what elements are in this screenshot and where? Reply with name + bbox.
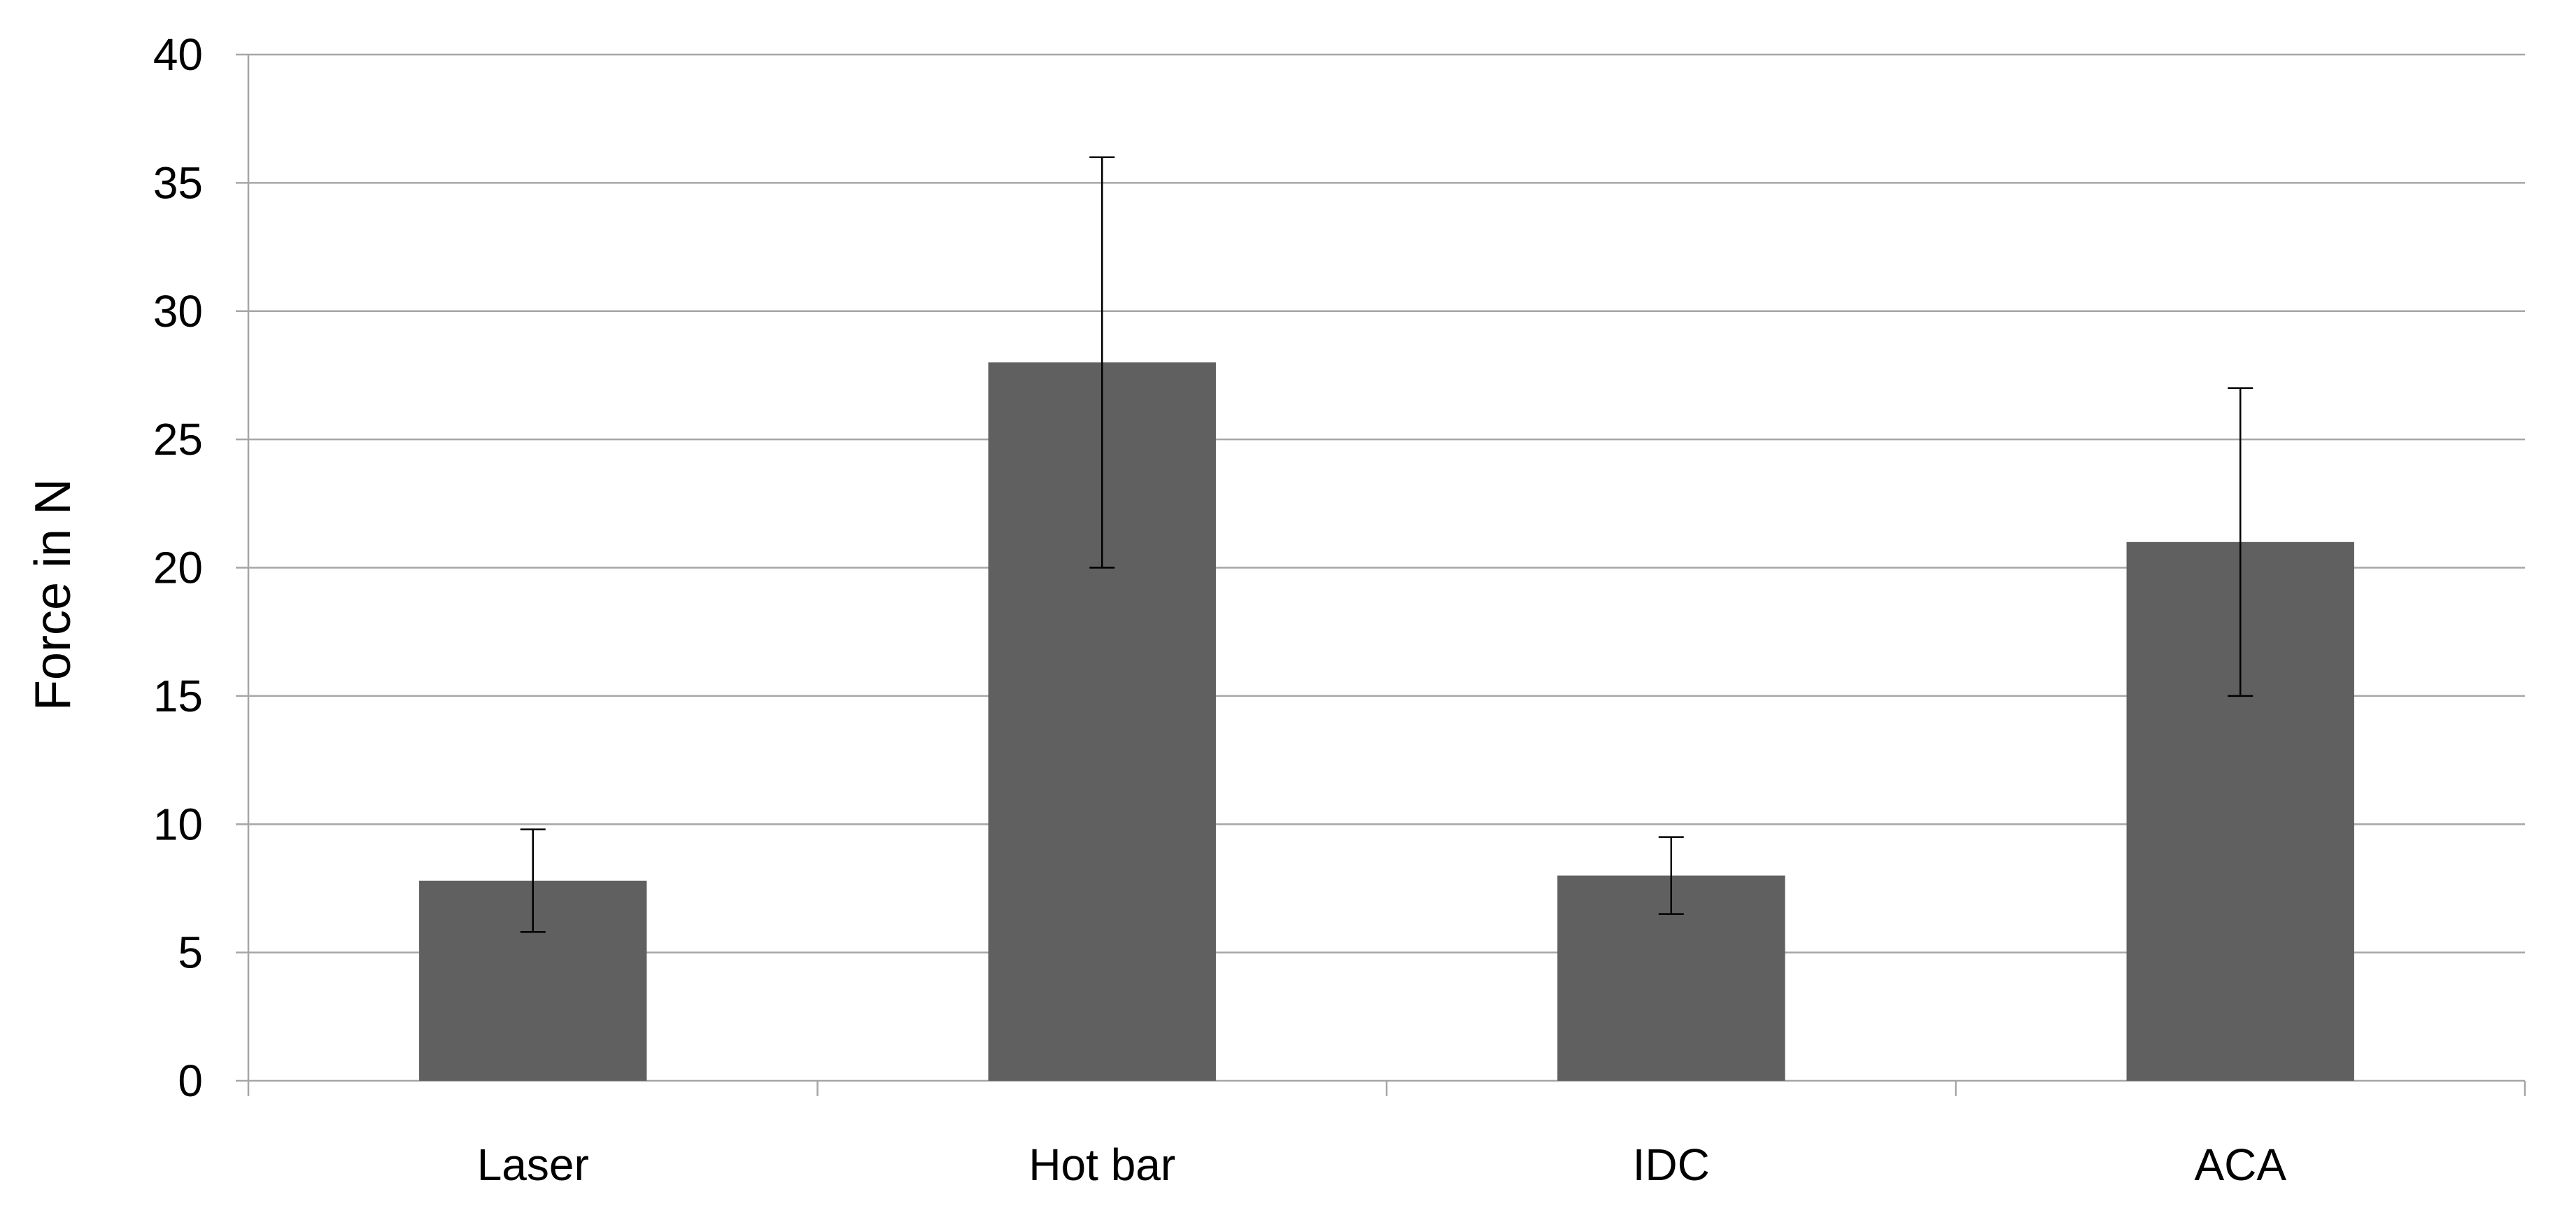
y-tick-label: 15 (153, 671, 203, 721)
x-tick-label: Hot bar (1028, 1140, 1175, 1190)
y-tick-labels: 0 5 10 15 20 25 30 35 40 (153, 29, 203, 1106)
y-tick-label: 25 (153, 414, 203, 464)
y-tick-label: 5 (178, 928, 203, 978)
y-axis-title: Force in N (25, 478, 81, 711)
y-tick-label: 35 (153, 157, 203, 208)
error-bars (520, 156, 2253, 933)
y-tick-label: 30 (153, 286, 203, 336)
y-tick-label: 40 (153, 29, 203, 80)
x-tick-labels: Laser Hot bar IDC ACA (477, 1140, 2287, 1190)
bars (419, 362, 2354, 1081)
x-tick-label: ACA (2194, 1140, 2286, 1190)
gridlines (248, 53, 2525, 953)
y-tick-label: 20 (153, 543, 203, 593)
x-tick-label: IDC (1633, 1140, 1710, 1190)
y-tick-label: 0 (178, 1056, 203, 1106)
x-tick-label: Laser (477, 1140, 589, 1190)
y-tick-label: 10 (153, 799, 203, 849)
